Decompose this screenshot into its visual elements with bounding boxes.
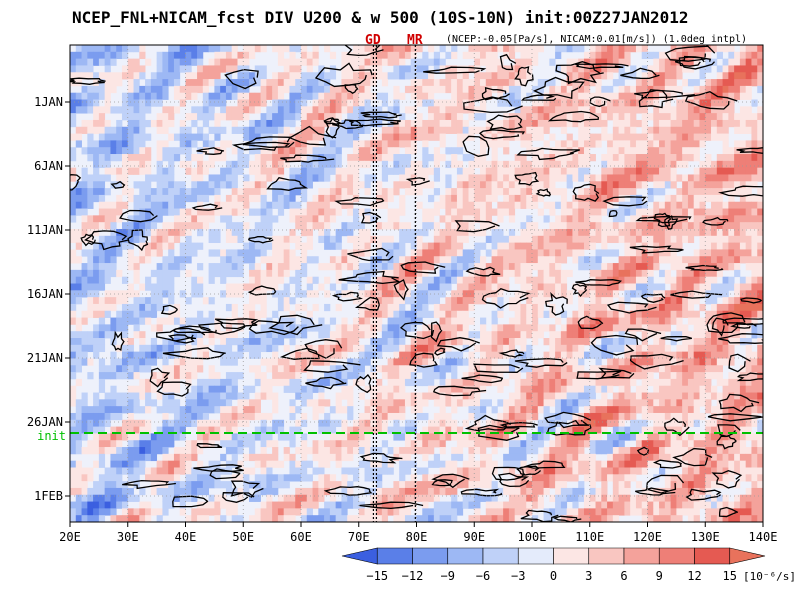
contour-layer — [70, 45, 763, 522]
colorbar-tick-label: −3 — [511, 569, 525, 583]
colorbar-segment — [341, 547, 378, 565]
colorbar-segment — [588, 547, 625, 565]
colorbar-tick-label: 12 — [687, 569, 701, 583]
colorbar-tick-label: 15 — [723, 569, 737, 583]
colorbar-tick-label: 9 — [656, 569, 663, 583]
colorbar-segment — [412, 547, 449, 565]
x-tick-label: 20E — [59, 530, 81, 544]
marker-label-mr: MR — [407, 33, 423, 48]
colorbar-tick-label: 3 — [585, 569, 592, 583]
colorbar-tick-label: 0 — [550, 569, 557, 583]
x-tick-label: 40E — [175, 530, 197, 544]
colorbar-segment — [447, 547, 484, 565]
x-tick-label: 80E — [406, 530, 428, 544]
marker-label-gd: GD — [365, 33, 381, 48]
colorbar-segment — [482, 547, 519, 565]
colorbar-segment — [658, 547, 695, 565]
colorbar-segment — [729, 547, 766, 565]
colorbar-tick-label: −15 — [366, 569, 388, 583]
x-axis: 20E 30E 40E 50E 60E 70E 80E 90E 100E 110E 120E 130E… — [59, 522, 777, 544]
x-tick-label: 60E — [290, 530, 312, 544]
colorbar-unit: [10⁻⁶/s] — [743, 570, 796, 583]
chart-subtitle: (NCEP:-0.05[Pa/s], NICAM:0.01[m/s]) (1.0… — [446, 34, 748, 45]
y-tick-label: 16JAN — [27, 287, 63, 301]
colorbar-segment — [623, 547, 660, 565]
colorbar-tick-label: −9 — [441, 569, 455, 583]
x-tick-label: 70E — [348, 530, 370, 544]
y-tick-label: 1FEB — [34, 489, 63, 503]
chart-title: NCEP_FNL+NICAM_fcst DIV U200 & w 500 (10… — [72, 8, 689, 27]
y-tick-label: 11JAN — [27, 223, 63, 237]
colorbar-tick-label: −6 — [476, 569, 490, 583]
marker-lines: init — [37, 45, 763, 522]
colorbar-segment — [694, 547, 731, 565]
colorbar-tick-label: −12 — [402, 569, 424, 583]
x-tick-label: 130E — [691, 530, 720, 544]
x-tick-label: 110E — [575, 530, 604, 544]
x-tick-label: 90E — [463, 530, 485, 544]
y-tick-label: 6JAN — [34, 159, 63, 173]
y-tick-label: 21JAN — [27, 351, 63, 365]
x-tick-label: 100E — [518, 530, 547, 544]
colorbar: −15 −12 −9 −6 −3 0 3 6 9 12 15 [10⁻⁶/s] — [341, 547, 796, 583]
x-tick-label: 30E — [117, 530, 139, 544]
heatmap-field — [70, 45, 763, 522]
x-tick-label: 50E — [232, 530, 254, 544]
init-label: init — [37, 429, 66, 443]
x-tick-label: 120E — [633, 530, 662, 544]
y-tick-label: 1JAN — [34, 95, 63, 109]
colorbar-segment — [553, 547, 590, 565]
x-tick-label: 140E — [749, 530, 778, 544]
colorbar-segment — [517, 547, 554, 565]
y-axis: 1JAN 6JAN 11JAN 16JAN 21JAN 26JAN 1FEB — [27, 95, 70, 503]
y-tick-label: 26JAN — [27, 415, 63, 429]
colorbar-tick-label: 6 — [620, 569, 627, 583]
colorbar-segment — [376, 547, 413, 565]
